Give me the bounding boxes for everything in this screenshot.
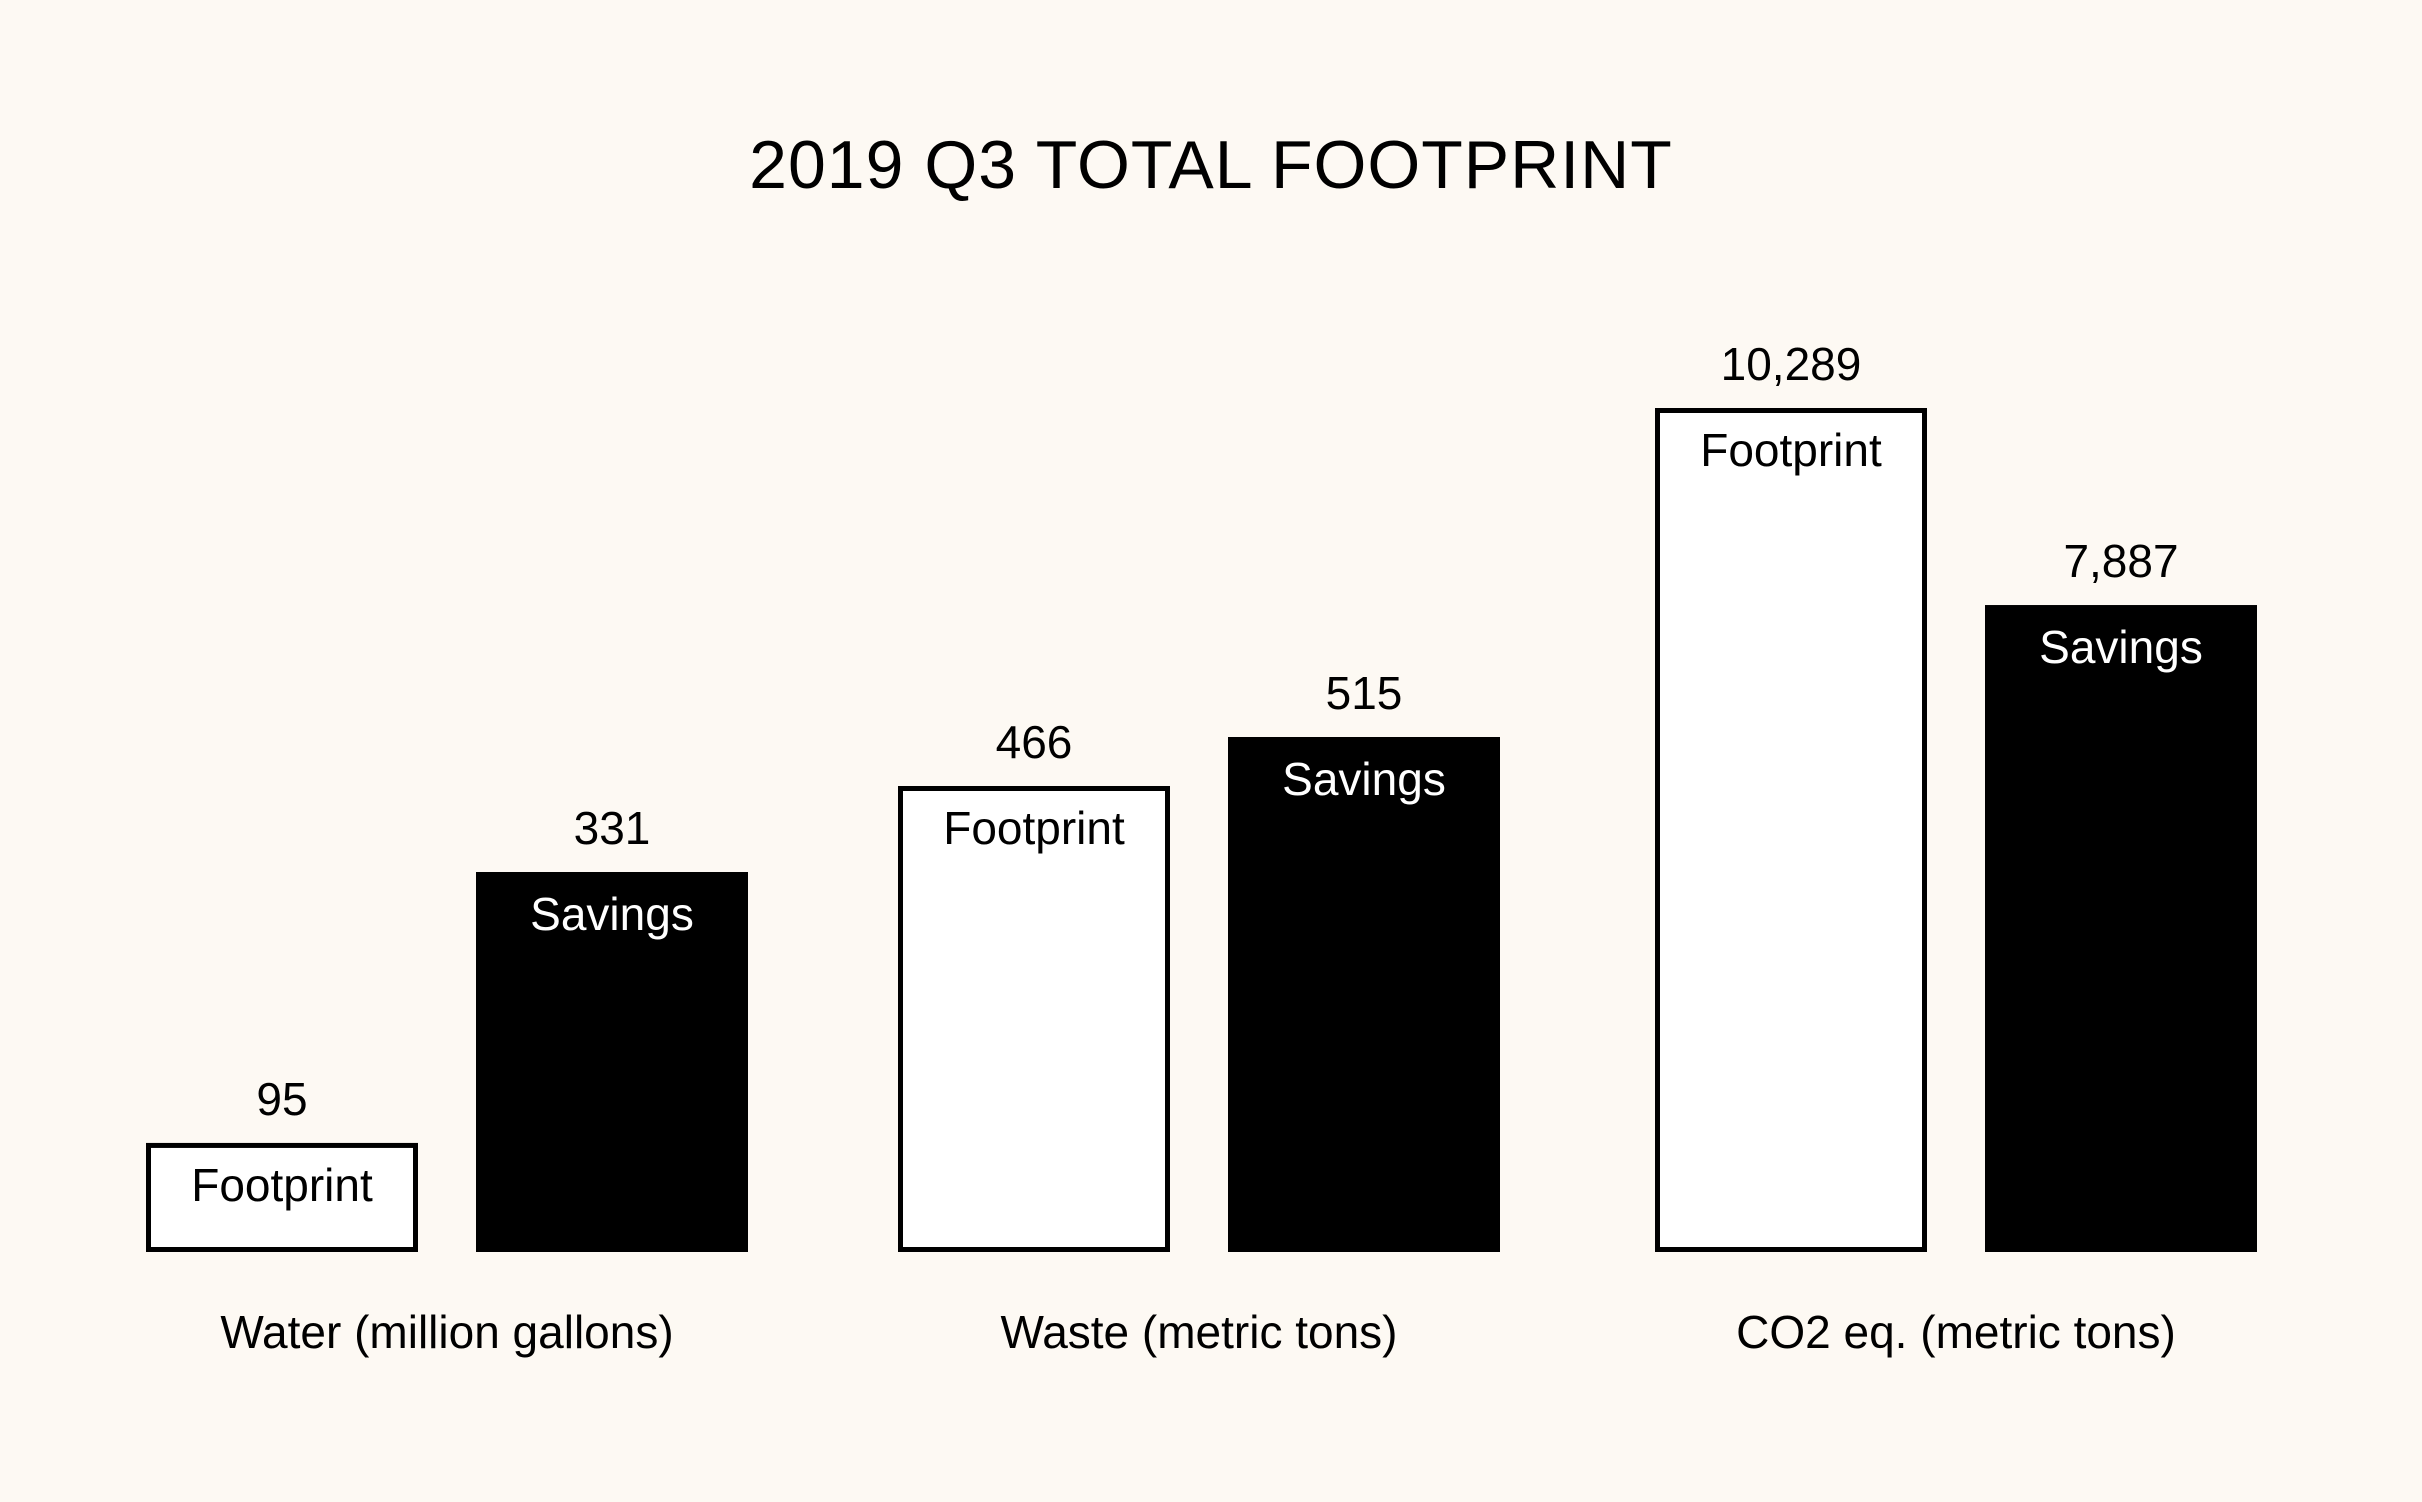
savings-bar-label: Savings [2039, 621, 2203, 673]
savings-bar [1985, 605, 2257, 1252]
footprint-bar-label: Footprint [943, 802, 1125, 854]
savings-value-label: 7,887 [2063, 535, 2178, 587]
footprint-value-label: 95 [256, 1073, 307, 1125]
bar-group: 95 Footprint 331 Savings Water (million gall… [146, 802, 748, 1358]
savings-bar [1228, 737, 1500, 1252]
bar-group: 466 Footprint 515 Savings Waste (metric tons… [898, 667, 1500, 1358]
savings-value-label: 331 [574, 802, 651, 854]
savings-bar-label: Savings [1282, 753, 1446, 805]
category-label: CO2 eq. (metric tons) [1736, 1306, 2176, 1358]
bar-group: 10,289 Footprint 7,887 Savings CO2 eq. (metr… [1655, 338, 2257, 1358]
bars-layer: 95 Footprint 331 Savings Water (million gall… [146, 338, 2257, 1358]
chart-title: 2019 Q3 TOTAL FOOTPRINT [749, 127, 1673, 203]
footprint-bar [1655, 408, 1927, 1252]
category-label: Waste (metric tons) [1000, 1306, 1397, 1358]
footprint-bar [898, 786, 1170, 1252]
savings-value-label: 515 [1326, 667, 1403, 719]
footprint-bar [146, 1142, 418, 1252]
category-label: Water (million gallons) [220, 1306, 673, 1358]
savings-bar [476, 872, 748, 1252]
footprint-value-label: 466 [996, 716, 1073, 768]
footprint-value-label: 10,289 [1721, 338, 1862, 390]
footprint-bar-label: Footprint [191, 1159, 373, 1211]
footprint-bar-label: Footprint [1700, 424, 1882, 476]
savings-bar-label: Savings [530, 888, 694, 940]
